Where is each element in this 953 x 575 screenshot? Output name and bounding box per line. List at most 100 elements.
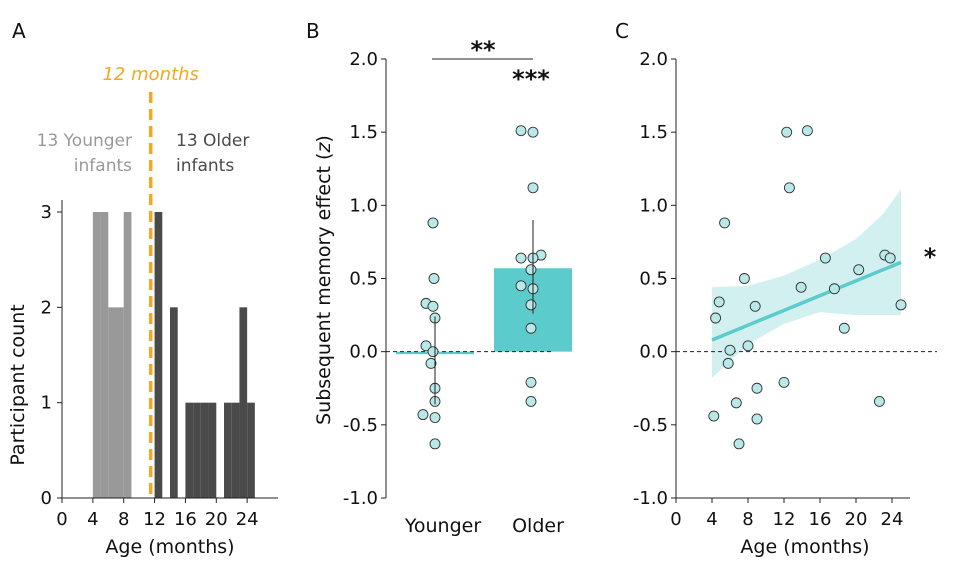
histogram-bar-older [231, 402, 240, 498]
histogram-bar-younger [108, 307, 116, 498]
y-tick-label: 0 [41, 488, 52, 509]
data-point-younger [425, 357, 437, 369]
histogram-bar-younger [92, 212, 101, 498]
threshold-label: 12 months [102, 64, 198, 85]
data-point-older [525, 395, 537, 407]
significance-older: *** [512, 65, 550, 93]
y-tick-label: -0.5 [343, 415, 378, 436]
x-tick-label: 0 [56, 509, 67, 530]
histogram-bar-older [170, 307, 178, 498]
x-tick-label: 20 [205, 509, 228, 530]
histogram-bar-older [200, 402, 209, 498]
panel-label-b: B [306, 19, 320, 43]
y-tick-label: 1 [41, 393, 52, 414]
data-point [722, 357, 734, 369]
data-point [838, 322, 850, 334]
data-point [828, 283, 840, 295]
older-label: 13 Older [176, 131, 249, 151]
category-label: Younger [404, 515, 482, 537]
data-point [751, 382, 763, 394]
data-point-older [525, 322, 537, 334]
y-tick-label: 1.0 [349, 195, 378, 216]
y-tick-label: -1.0 [343, 488, 378, 509]
data-point [895, 299, 907, 311]
y-tick-label: 0.5 [349, 269, 378, 290]
histogram-bar-older [208, 402, 217, 498]
panel-label-c: C [615, 19, 629, 43]
data-point [819, 252, 831, 264]
data-point [738, 273, 750, 284]
histogram-bar-older [247, 402, 255, 498]
younger-label: 13 Younger [37, 131, 132, 151]
histogram-bar-younger [123, 212, 132, 498]
data-point [710, 312, 722, 324]
histogram-bar-younger [116, 307, 124, 498]
panel-c-scatter: -1.0 -0.5 0.0 0.5 1.0 1.5 2.0 0 4 8 12 16 20 24 Age (m… [633, 49, 937, 558]
histogram-bar-older [239, 307, 248, 498]
y-tick-label: 0.5 [639, 269, 668, 290]
x-tick-label: 8 [742, 509, 753, 530]
data-point-younger [420, 340, 432, 352]
x-tick-label: 12 [773, 509, 796, 530]
data-point-younger [417, 409, 429, 421]
x-axis-label: Age (months) [740, 536, 869, 558]
x-tick-label: 24 [236, 509, 259, 530]
data-point-older [515, 252, 527, 264]
data-point-older [515, 280, 527, 292]
histogram-bar-younger [100, 212, 109, 498]
data-point [783, 182, 795, 194]
y-tick-label: 0.0 [349, 342, 378, 363]
x-tick-label: 20 [845, 509, 868, 530]
x-tick-label: 12 [143, 509, 166, 530]
y-tick-label: 2.0 [349, 49, 378, 70]
data-point [853, 264, 865, 276]
data-point-younger [427, 300, 439, 312]
data-point [724, 344, 736, 356]
data-point-older [525, 299, 537, 311]
older-label: infants [176, 156, 234, 176]
y-tick-label: 2.0 [639, 49, 668, 70]
data-point [730, 397, 742, 409]
data-point-younger [428, 273, 440, 284]
data-point [781, 126, 793, 138]
regression-line [711, 260, 902, 342]
x-tick-label: 4 [87, 509, 98, 530]
data-point-older [515, 125, 527, 137]
data-point-older [527, 126, 539, 138]
y-tick-label: -0.5 [633, 415, 668, 436]
data-point [749, 300, 761, 312]
histogram-bar-older [224, 402, 232, 498]
x-tick-label: 16 [809, 509, 832, 530]
data-point [801, 125, 813, 137]
data-point [733, 438, 745, 450]
confidence-band [712, 189, 901, 379]
y-tick-label: 0.0 [639, 342, 668, 363]
y-tick-label: 1.5 [639, 122, 668, 143]
data-point-older [527, 182, 539, 194]
data-point [873, 395, 885, 407]
x-tick-label: 16 [174, 509, 197, 530]
panel-b-bar-chart: -1.0 -0.5 0.0 0.5 1.0 1.5 2.0 Younger Older Subse… [313, 36, 572, 537]
significance-marker: * [924, 243, 937, 271]
y-axis-label: Subsequent memory effect (z) [313, 135, 335, 425]
younger-label: infants [74, 156, 132, 176]
data-point [708, 410, 720, 422]
category-label: Older [512, 515, 564, 537]
data-point [713, 296, 725, 308]
significance-between: ** [470, 36, 496, 64]
x-tick-label: 24 [881, 509, 904, 530]
y-tick-label: -1.0 [633, 488, 668, 509]
y-tick-label: 3 [41, 202, 52, 223]
data-point-older [525, 264, 537, 276]
x-axis-label: Age (months) [105, 536, 234, 558]
panel-label-a: A [12, 19, 26, 43]
x-tick-label: 8 [118, 509, 129, 530]
y-tick-label: 1.0 [639, 195, 668, 216]
y-axis-label: Participant count [7, 304, 29, 465]
data-point-older [525, 376, 537, 388]
y-tick-label: 1.5 [349, 122, 378, 143]
data-point [884, 252, 896, 264]
data-point-younger [429, 438, 441, 450]
